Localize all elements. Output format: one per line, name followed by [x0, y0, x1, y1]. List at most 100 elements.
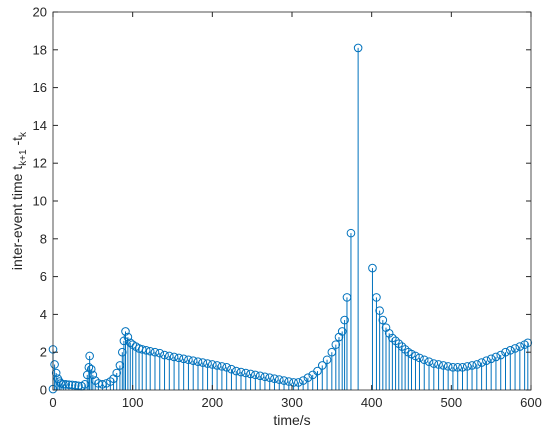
stem-marker — [368, 263, 377, 273]
stem-marker — [439, 361, 448, 370]
stem-marker — [165, 351, 174, 361]
stem-marker — [236, 367, 246, 377]
stem-marker — [346, 228, 356, 238]
stem-marker — [424, 357, 434, 366]
stem-marker — [284, 377, 294, 386]
stem-marker — [145, 346, 155, 356]
stem-marker — [265, 373, 274, 383]
y-tick-label: 0 — [40, 383, 47, 398]
stem-marker — [141, 346, 151, 355]
stem-marker — [274, 375, 284, 384]
stem-marker — [203, 359, 212, 368]
stem-marker — [260, 372, 270, 382]
stem-marker — [391, 336, 400, 346]
stem-marker — [322, 355, 332, 365]
stem-marker — [337, 327, 347, 336]
stem-marker — [394, 339, 404, 348]
y-tick-label: 8 — [40, 231, 47, 246]
stem-marker — [340, 315, 349, 325]
stem-marker — [279, 376, 289, 385]
stem-marker — [118, 347, 127, 357]
plot-area — [53, 12, 531, 390]
stem-marker — [222, 363, 231, 372]
stem-marker — [50, 360, 59, 369]
y-tick-label: 2 — [40, 345, 47, 360]
y-label-sub: k — [18, 131, 29, 137]
x-tick-label: 300 — [281, 395, 303, 410]
stem-marker — [289, 378, 298, 387]
x-tick-label: 200 — [201, 395, 223, 410]
y-label-mid: -t — [9, 137, 25, 150]
x-tick-label: 400 — [361, 395, 383, 410]
stem-marker — [453, 363, 463, 372]
stem-marker — [482, 356, 491, 366]
stem-marker — [179, 354, 188, 364]
stem-marker — [241, 368, 251, 378]
stem-marker — [169, 352, 179, 362]
stem-marker — [467, 361, 477, 370]
stem-marker — [121, 327, 130, 336]
stem-marker — [496, 350, 506, 360]
stem-marker — [491, 352, 501, 362]
y-tick-label: 12 — [33, 156, 47, 171]
stem-marker — [372, 293, 381, 302]
stem-marker — [67, 380, 77, 390]
stem-marker — [270, 374, 279, 383]
stem-marker — [515, 342, 525, 351]
y-axis-label: inter-event time tk+1 -tk — [9, 131, 29, 270]
stem-marker — [523, 338, 533, 348]
stem-marker — [353, 43, 363, 53]
stem-marker — [510, 344, 520, 353]
stem-marker — [411, 351, 420, 361]
stem-marker — [486, 354, 496, 364]
stem-marker — [217, 362, 227, 371]
stem-marker — [51, 368, 61, 378]
stem-marker — [59, 380, 68, 389]
stem-marker — [227, 364, 236, 374]
y-tick-label: 6 — [40, 269, 47, 284]
stem-marker — [184, 355, 193, 365]
x-axis-label: time/s — [273, 412, 310, 428]
stem-marker — [378, 315, 388, 325]
stem-marker — [505, 346, 515, 355]
stem-marker — [71, 380, 80, 390]
y-tick-label: 16 — [33, 80, 47, 95]
stem-marker — [294, 378, 303, 387]
stem-marker — [400, 345, 410, 354]
stem-marker — [298, 376, 308, 385]
stem-marker — [84, 363, 94, 372]
stem-marker — [208, 360, 217, 369]
x-tick-label: 100 — [122, 395, 144, 410]
stem-marker — [123, 332, 133, 342]
y-label-text: inter-event time t — [9, 166, 25, 270]
stem-marker — [85, 351, 94, 361]
stem-marker — [313, 366, 322, 376]
stem-marker — [61, 380, 71, 389]
stem-marker — [255, 371, 265, 381]
stem-marker — [174, 353, 184, 363]
stem-marker — [246, 369, 255, 379]
stem-marker — [434, 360, 443, 369]
stem-marker — [397, 342, 407, 351]
y-tick-label: 20 — [33, 5, 47, 20]
stem-marker — [212, 361, 222, 370]
stem-marker — [155, 348, 165, 358]
stem-marker — [193, 357, 203, 366]
y-tick-label: 4 — [40, 307, 47, 322]
stem-marker — [231, 366, 241, 376]
stem-marker — [462, 362, 472, 371]
stem-marker — [501, 347, 510, 357]
stem-marker — [458, 363, 467, 372]
stem-marker — [448, 363, 458, 372]
stem-marker — [303, 373, 313, 383]
stem-marker — [88, 370, 98, 380]
x-tick-label: 600 — [520, 395, 542, 410]
stem-marker — [375, 306, 384, 315]
stem-marker — [106, 377, 115, 386]
stem-marker — [407, 349, 416, 359]
stem-marker — [188, 356, 198, 366]
y-label-sub: k+1 — [18, 149, 29, 166]
x-tick-label: 500 — [440, 395, 462, 410]
stem-marker — [112, 368, 122, 378]
